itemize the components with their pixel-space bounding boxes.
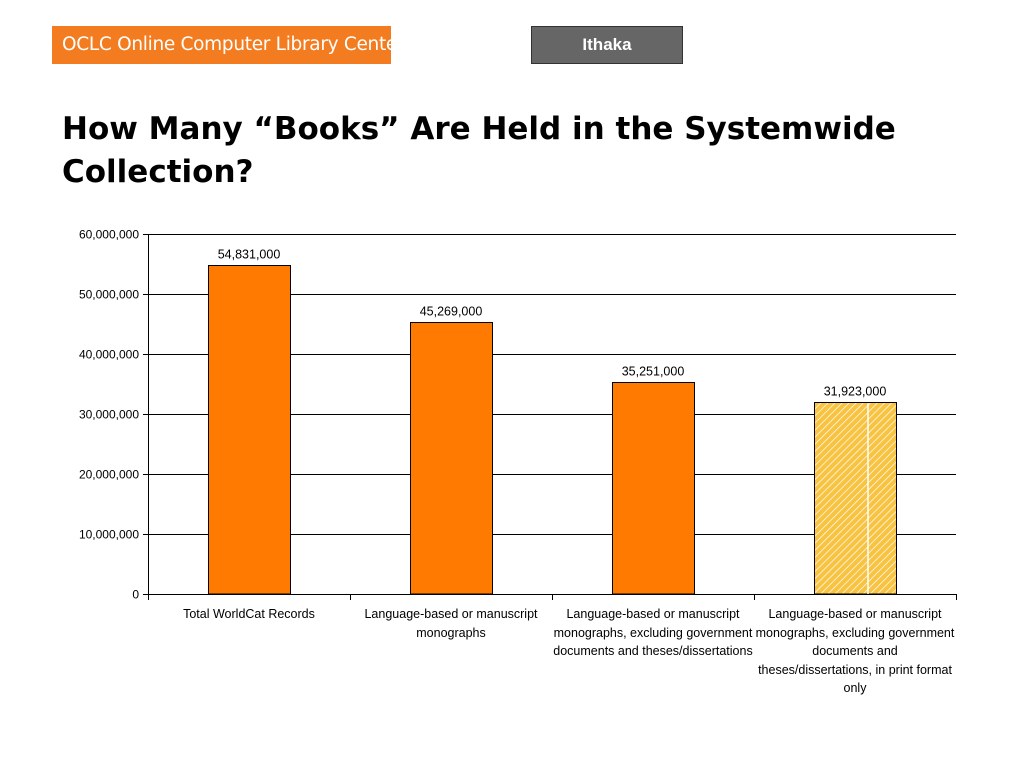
bars (208, 265, 897, 595)
bar-3 (612, 382, 695, 595)
x-category-label-3: Language-based or manuscript monographs,… (553, 607, 753, 658)
data-label-4: 31,923,000 (824, 385, 887, 399)
x-category-label-1: Total WorldCat Records (183, 607, 315, 621)
y-tick-label: 60,000,000 (79, 228, 139, 242)
ithaka-tag: Ithaka (531, 26, 683, 64)
y-tick-label: 40,000,000 (79, 348, 139, 362)
y-axis-ticks: 0 10,000,000 20,000,000 30,000,000 40,000,00… (79, 228, 148, 602)
bar-4 (814, 402, 897, 595)
oclc-logo: OCLC Online Computer Library Center (52, 26, 405, 64)
y-tick-label: 10,000,000 (79, 528, 139, 542)
data-label-2: 45,269,000 (420, 305, 483, 319)
x-category-label-4: Language-based or manuscript monographs,… (755, 607, 955, 695)
bar-1 (208, 265, 291, 595)
y-tick-label: 30,000,000 (79, 408, 139, 422)
slide-title: How Many “Books” Are Held in the Systemw… (62, 111, 896, 190)
data-labels: 54,831,000 45,269,000 35,251,000 31,923,000 (218, 248, 887, 399)
x-category-label-2: Language-based or manuscript monographs (364, 607, 538, 640)
data-label-1: 54,831,000 (218, 248, 281, 262)
y-tick-label: 20,000,000 (79, 468, 139, 482)
y-tick-label: 0 (132, 588, 139, 602)
x-axis-labels: Total WorldCat Records Language-based or … (148, 605, 956, 715)
data-label-3: 35,251,000 (622, 365, 685, 379)
bar-2 (410, 322, 493, 595)
y-tick-label: 50,000,000 (79, 288, 139, 302)
